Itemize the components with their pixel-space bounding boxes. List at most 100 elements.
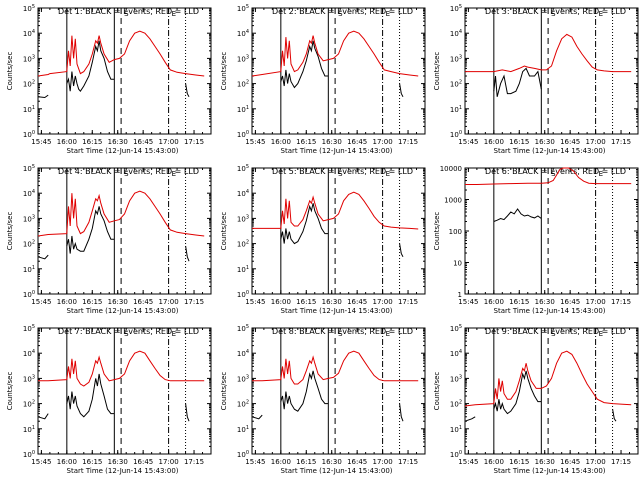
y-tick-label: 102: [23, 240, 35, 249]
x-tick-label: 17:15: [611, 298, 631, 306]
detector-panel: Det 9: BLACK = Events, RED = LLD Counts/s…: [433, 324, 639, 475]
y-tick-label: 100: [450, 130, 462, 139]
detector-panel: Det 5: BLACK = Events, RED = LLD Counts/s…: [220, 164, 426, 315]
x-tick-label: 17:15: [611, 458, 631, 466]
x-axis-label: Start Time (12-Jun-14 15:43:00): [281, 307, 393, 315]
events-series-line: [37, 94, 49, 99]
y-tick-label: 104: [237, 29, 249, 38]
x-tick-label: 16:45: [133, 138, 153, 146]
y-tick-label: 105: [23, 4, 35, 13]
y-tick-label: 104: [23, 349, 35, 358]
marker-annotation: E: [386, 170, 390, 178]
x-tick-label: 16:30: [108, 458, 128, 466]
x-tick-label: 17:15: [611, 138, 631, 146]
y-tick-label: 101: [23, 425, 35, 434]
x-axis-label: Start Time (12-Jun-14 15:43:00): [67, 467, 179, 475]
y-axis-label: Counts/sec: [6, 52, 14, 91]
x-tick-label: 16:45: [347, 138, 367, 146]
panel-title: Det 1: BLACK = Events, RED = LLD: [58, 7, 199, 16]
y-tick-label: 105: [23, 324, 35, 333]
y-tick-label: 102: [23, 80, 35, 89]
x-tick-label: 17:00: [586, 138, 606, 146]
events-series-line: [399, 403, 404, 422]
x-tick-label: 17:00: [159, 298, 179, 306]
detector-panel: Det 6: BLACK = Events, RED = LLD Counts/s…: [433, 165, 639, 315]
y-axis-label: Counts/sec: [433, 52, 441, 91]
lld-series-line: [38, 350, 205, 387]
y-axis-label: Counts/sec: [220, 372, 228, 411]
marker-annotation: S: [338, 10, 343, 18]
lld-series-line: [464, 350, 632, 407]
y-tick-label: 103: [23, 374, 35, 383]
events-series-line: [493, 370, 542, 415]
x-tick-label: 16:30: [322, 298, 342, 306]
marker-annotation: S: [338, 170, 343, 178]
x-axis-label: Start Time (12-Jun-14 15:43:00): [494, 307, 606, 315]
y-tick-label: 104: [237, 189, 249, 198]
y-tick-label: 1000: [444, 197, 462, 205]
y-tick-label: 101: [23, 265, 35, 274]
x-tick-label: 16:00: [484, 138, 504, 146]
x-tick-label: 16:30: [535, 458, 555, 466]
x-tick-label: 16:30: [535, 138, 555, 146]
lld-series-line: [252, 191, 419, 230]
y-tick-label: 104: [23, 29, 35, 38]
panel-title: Det 8: BLACK = Events, RED = LLD: [272, 327, 413, 336]
x-tick-label: 15:45: [245, 138, 265, 146]
y-tick-label: 100: [237, 130, 249, 139]
y-tick-label: 104: [450, 29, 462, 38]
y-axis-label: Counts/sec: [433, 212, 441, 251]
y-axis-label: Counts/sec: [220, 212, 228, 251]
x-tick-label: 16:30: [322, 458, 342, 466]
marker-annotation: E: [599, 330, 603, 338]
y-tick-label: 10000: [440, 165, 462, 173]
events-series-line: [612, 409, 617, 422]
plot-frame: [464, 7, 639, 135]
marker-annotation: E: [386, 330, 390, 338]
y-tick-label: 100: [237, 450, 249, 459]
x-tick-label: 16:15: [509, 458, 529, 466]
detector-panel: Det 4: BLACK = Events, RED = LLD Counts/s…: [6, 164, 212, 315]
events-series-line: [185, 83, 190, 98]
panel-title: Det 3: BLACK = Events, RED = LLD: [485, 7, 626, 16]
marker-annotation: S: [551, 10, 556, 18]
events-series-line: [66, 206, 115, 254]
events-series-line: [66, 40, 115, 93]
panel-title: Det 6: BLACK = Events, RED = LLD: [485, 167, 626, 176]
y-tick-label: 1: [458, 291, 462, 299]
x-tick-label: 17:00: [586, 298, 606, 306]
panel-title: Det 4: BLACK = Events, RED = LLD: [58, 167, 199, 176]
detector-panel: Det 2: BLACK = Events, RED = LLD Counts/s…: [220, 4, 426, 155]
plot-frame: [37, 167, 212, 295]
events-series-line: [66, 373, 115, 418]
x-tick-label: 16:15: [82, 138, 102, 146]
events-series-line: [280, 370, 329, 412]
y-tick-label: 100: [449, 228, 462, 236]
y-tick-label: 105: [237, 324, 249, 333]
events-series-line: [37, 254, 49, 260]
x-axis-label: Start Time (12-Jun-14 15:43:00): [67, 307, 179, 315]
x-tick-label: 16:30: [108, 138, 128, 146]
plot-frame: [37, 327, 212, 455]
marker-annotation: S: [551, 170, 556, 178]
y-tick-label: 103: [237, 214, 249, 223]
x-tick-label: 16:45: [560, 138, 580, 146]
y-tick-label: 103: [450, 374, 462, 383]
y-tick-label: 100: [237, 290, 249, 299]
marker-annotation: S: [338, 330, 343, 338]
x-tick-label: 16:15: [82, 458, 102, 466]
x-tick-label: 16:15: [296, 298, 316, 306]
y-tick-label: 105: [237, 164, 249, 173]
x-tick-label: 17:15: [398, 298, 418, 306]
y-tick-label: 102: [237, 240, 249, 249]
detector-panel: Det 3: BLACK = Events, RED = LLD Counts/s…: [433, 4, 639, 155]
events-series-line: [399, 83, 404, 98]
marker-annotation: E: [172, 330, 176, 338]
y-tick-label: 103: [237, 374, 249, 383]
events-series-line: [185, 403, 190, 422]
marker-annotation: S: [124, 170, 129, 178]
x-tick-label: 15:45: [31, 298, 51, 306]
x-tick-label: 15:45: [245, 298, 265, 306]
x-tick-label: 15:45: [31, 458, 51, 466]
x-tick-label: 17:00: [373, 298, 393, 306]
